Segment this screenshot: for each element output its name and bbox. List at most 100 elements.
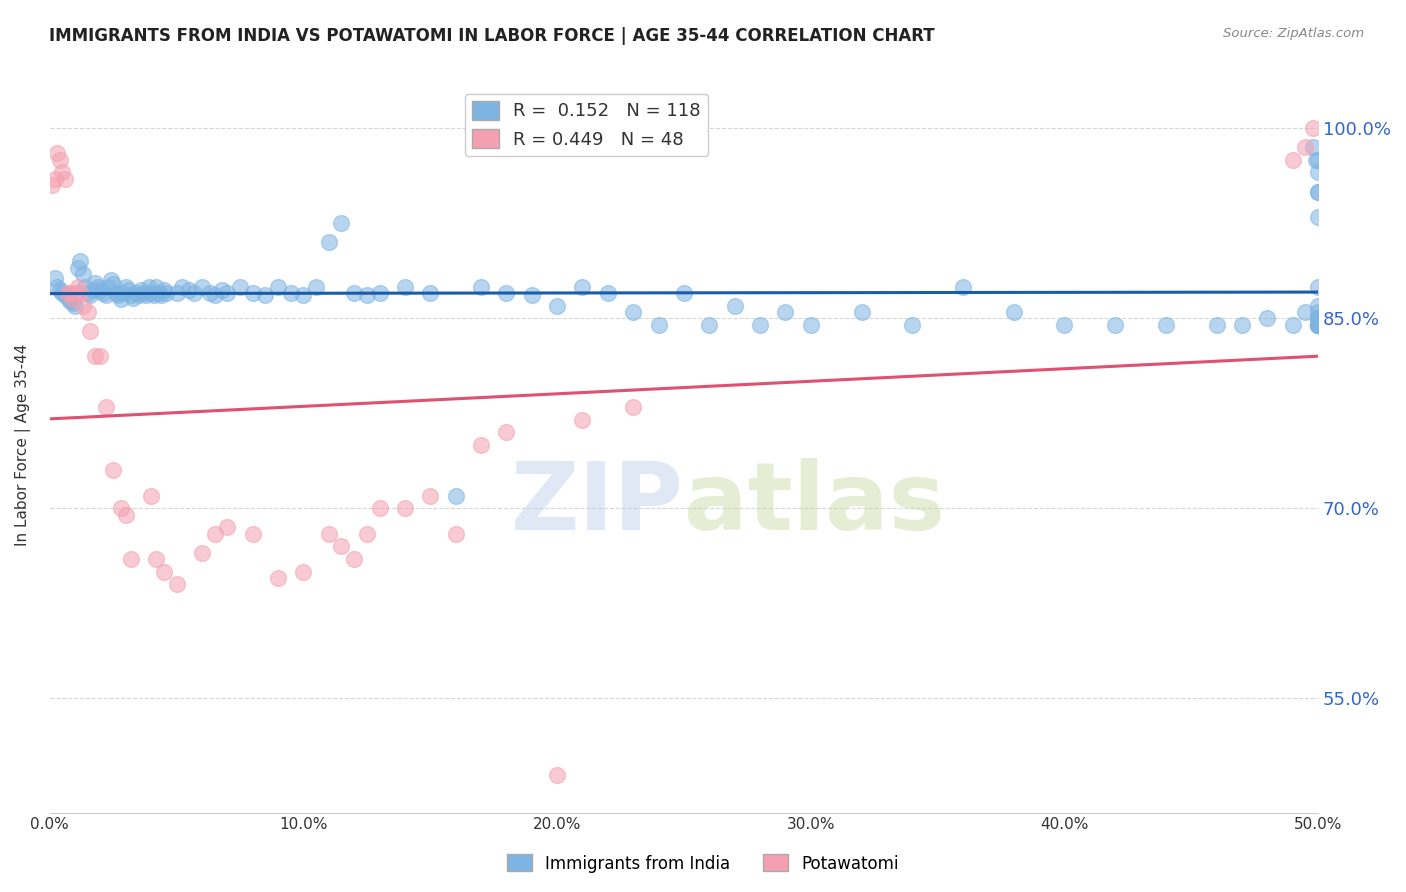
- Point: [1002, 305, 1025, 319]
- Point: [79, 324, 101, 338]
- Point: [1308, 210, 1330, 224]
- Point: [211, 284, 233, 298]
- Point: [66, 279, 89, 293]
- Point: [128, 288, 150, 302]
- Legend: R =  0.152   N = 118, R = 0.449   N = 48: R = 0.152 N = 118, R = 0.449 N = 48: [464, 94, 709, 156]
- Point: [89, 284, 111, 298]
- Point: [851, 305, 873, 319]
- Point: [153, 284, 176, 298]
- Point: [1053, 318, 1076, 332]
- Point: [204, 526, 226, 541]
- Point: [82, 284, 104, 298]
- Point: [1308, 311, 1330, 326]
- Text: ZIP: ZIP: [510, 458, 683, 549]
- Point: [292, 565, 315, 579]
- Point: [183, 285, 205, 300]
- Point: [470, 438, 492, 452]
- Point: [368, 501, 391, 516]
- Point: [470, 279, 492, 293]
- Point: [69, 285, 91, 300]
- Point: [330, 216, 353, 230]
- Point: [97, 279, 120, 293]
- Point: [1308, 318, 1330, 332]
- Point: [292, 288, 315, 302]
- Point: [115, 279, 138, 293]
- Point: [267, 279, 290, 293]
- Point: [66, 260, 89, 275]
- Point: [495, 285, 517, 300]
- Point: [198, 285, 221, 300]
- Point: [44, 171, 66, 186]
- Point: [330, 540, 353, 554]
- Point: [191, 279, 214, 293]
- Point: [62, 296, 84, 310]
- Point: [343, 285, 366, 300]
- Point: [62, 292, 84, 306]
- Point: [87, 279, 110, 293]
- Point: [1308, 318, 1330, 332]
- Point: [122, 291, 145, 305]
- Point: [254, 288, 277, 302]
- Point: [368, 285, 391, 300]
- Point: [91, 285, 114, 300]
- Point: [1308, 318, 1330, 332]
- Point: [571, 279, 593, 293]
- Point: [1308, 311, 1330, 326]
- Point: [1308, 311, 1330, 326]
- Point: [112, 285, 135, 300]
- Point: [520, 288, 543, 302]
- Point: [76, 285, 98, 300]
- Point: [546, 767, 568, 781]
- Point: [356, 288, 378, 302]
- Point: [59, 293, 82, 308]
- Point: [394, 279, 416, 293]
- Point: [63, 285, 86, 300]
- Point: [394, 501, 416, 516]
- Point: [280, 285, 302, 300]
- Point: [1305, 153, 1327, 167]
- Point: [104, 285, 127, 300]
- Point: [110, 292, 132, 306]
- Point: [75, 279, 97, 293]
- Point: [267, 571, 290, 585]
- Point: [150, 288, 173, 302]
- Y-axis label: In Labor Force | Age 35-44: In Labor Force | Age 35-44: [15, 343, 31, 546]
- Point: [101, 463, 124, 477]
- Point: [1154, 318, 1177, 332]
- Point: [444, 526, 467, 541]
- Point: [229, 279, 252, 293]
- Point: [94, 400, 117, 414]
- Point: [318, 235, 340, 250]
- Point: [51, 165, 73, 179]
- Point: [1281, 318, 1303, 332]
- Point: [84, 276, 107, 290]
- Point: [141, 285, 163, 300]
- Point: [49, 284, 72, 298]
- Point: [56, 291, 79, 305]
- Point: [901, 318, 924, 332]
- Point: [1104, 318, 1126, 332]
- Point: [318, 526, 340, 541]
- Point: [444, 489, 467, 503]
- Point: [217, 520, 239, 534]
- Point: [115, 508, 138, 522]
- Legend: Immigrants from India, Potawatomi: Immigrants from India, Potawatomi: [501, 847, 905, 880]
- Point: [89, 349, 111, 363]
- Point: [49, 153, 72, 167]
- Point: [749, 318, 772, 332]
- Point: [621, 400, 644, 414]
- Point: [155, 285, 177, 300]
- Point: [1308, 165, 1330, 179]
- Point: [204, 288, 226, 302]
- Point: [596, 285, 619, 300]
- Point: [217, 285, 239, 300]
- Point: [724, 299, 747, 313]
- Point: [72, 267, 94, 281]
- Point: [1294, 305, 1316, 319]
- Point: [120, 552, 142, 566]
- Point: [191, 546, 214, 560]
- Point: [84, 349, 107, 363]
- Point: [79, 288, 101, 302]
- Point: [166, 577, 188, 591]
- Point: [1302, 140, 1324, 154]
